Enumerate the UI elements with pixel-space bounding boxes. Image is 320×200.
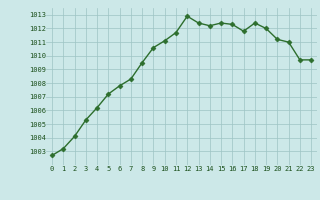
Text: Graphe pression niveau de la mer (hPa): Graphe pression niveau de la mer (hPa): [58, 184, 262, 193]
